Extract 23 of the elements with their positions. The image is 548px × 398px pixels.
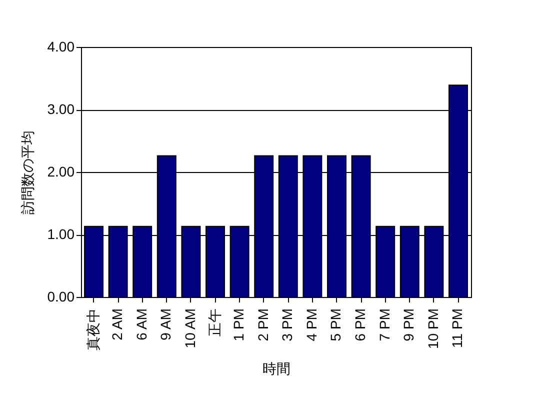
x-tick-label: 9 AM [158,308,174,340]
y-tick-label: 1.00 [47,226,75,242]
x-tick-label: 6 AM [133,308,150,340]
y-tick-label: 0.00 [47,288,75,304]
x-tick-label: 9 PM [400,308,417,342]
y-tick-label: 2.00 [47,164,75,180]
x-tick-label: 6 PM [352,308,368,342]
x-tick-label: 2 PM [254,308,271,342]
y-tick-label: 4.00 [47,38,75,54]
x-tick-label: 4 PM [303,308,320,342]
x-tick-label: 10 AM [182,308,198,348]
x-tick-label: 5 PM [328,308,344,342]
x-axis-title: 時間 [262,360,290,376]
x-tick-label: 2 AM [109,308,126,340]
y-tick-label: 3.00 [47,101,75,117]
x-tick-label: 1 PM [230,308,247,342]
y-axis-title: 訪問数の平均 [19,130,36,214]
x-tick-label: 正午 [206,308,222,336]
x-tick-label: 10 PM [424,308,441,349]
x-tick-label: 11 PM [449,308,466,348]
x-tick-label: 7 PM [376,308,392,342]
x-tick-label: 真夜中 [84,308,101,350]
x-tick-label: 3 PM [279,308,296,342]
